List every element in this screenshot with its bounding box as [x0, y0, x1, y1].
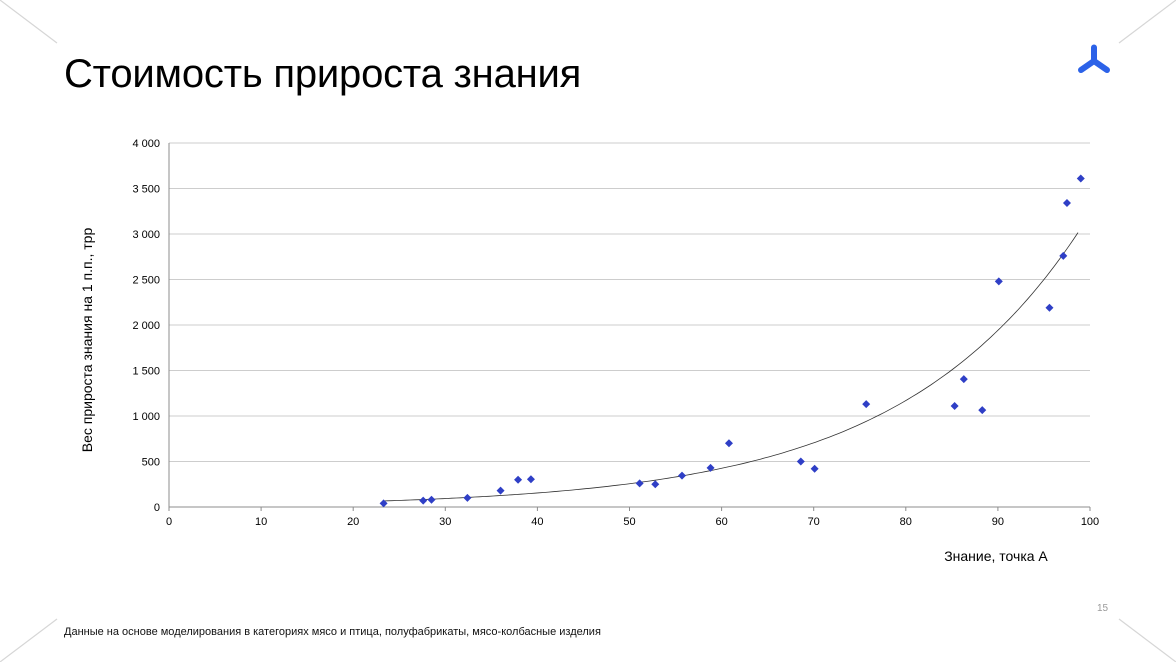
y-axis-label: Вес прироста знания на 1 п.п., трр [79, 228, 95, 453]
x-axis-label: Знание, точка А [944, 548, 1048, 564]
data-point [463, 493, 472, 502]
y-tick-labels: 0 500 1 000 1 500 2 000 2 500 3 000 3 500 4 000 [132, 138, 160, 514]
x-tick-label: 80 [900, 516, 912, 528]
x-tick-label: 20 [347, 516, 359, 528]
x-tick-label: 70 [808, 516, 820, 528]
footnote: Данные на основе моделирования в категор… [64, 626, 601, 638]
corner-decoration-bottom-left [0, 618, 58, 662]
x-tick-label: 90 [992, 516, 1004, 528]
x-tick-label: 10 [255, 516, 267, 528]
slide-title: Стоимость прироста знания [64, 52, 582, 96]
data-point [635, 479, 644, 488]
data-point [810, 464, 819, 473]
y-tick-label: 3 000 [132, 229, 160, 241]
data-point [1059, 251, 1068, 260]
trendline [382, 232, 1079, 502]
data-point [379, 499, 388, 508]
data-point [978, 406, 987, 415]
x-tick-label: 30 [439, 516, 451, 528]
data-point [1076, 174, 1085, 183]
x-tick-label: 50 [623, 516, 635, 528]
data-point [651, 480, 660, 489]
x-tick-label: 0 [166, 516, 172, 528]
data-point [796, 457, 805, 466]
data-point [724, 439, 733, 448]
x-tick-labels: 0 10 20 30 40 50 60 70 80 90 100 [166, 516, 1099, 528]
data-point [514, 475, 523, 484]
x-tick-label: 60 [715, 516, 727, 528]
data-point [496, 486, 505, 495]
data-point [526, 475, 535, 484]
y-tick-label: 1 500 [132, 366, 160, 378]
data-points [379, 174, 1085, 508]
y-tick-label: 3 500 [132, 184, 160, 196]
corner-decoration-top-right [1118, 0, 1176, 44]
y-tick-label: 0 [154, 502, 160, 514]
y-tick-label: 2 500 [132, 275, 160, 287]
data-point [706, 463, 715, 472]
page-number: 15 [1097, 603, 1109, 614]
x-tick-label: 100 [1081, 516, 1099, 528]
tri-arm-logo-icon [1078, 44, 1110, 73]
corner-decoration-top-left [0, 0, 58, 44]
data-point [862, 400, 871, 409]
data-point [427, 495, 436, 504]
data-point [994, 277, 1003, 286]
gridlines [169, 142, 1090, 462]
corner-decoration-bottom-right [1118, 618, 1176, 662]
y-tick-label: 500 [142, 457, 160, 469]
axes [168, 143, 1091, 511]
data-point [677, 471, 686, 480]
y-tick-label: 4 000 [132, 138, 160, 150]
data-point [950, 401, 959, 410]
y-tick-label: 2 000 [132, 320, 160, 332]
data-point [1045, 303, 1054, 312]
data-point [959, 375, 968, 384]
data-point [419, 496, 428, 505]
y-tick-label: 1 000 [132, 411, 160, 423]
x-tick-label: 40 [531, 516, 543, 528]
data-point [1062, 199, 1071, 208]
